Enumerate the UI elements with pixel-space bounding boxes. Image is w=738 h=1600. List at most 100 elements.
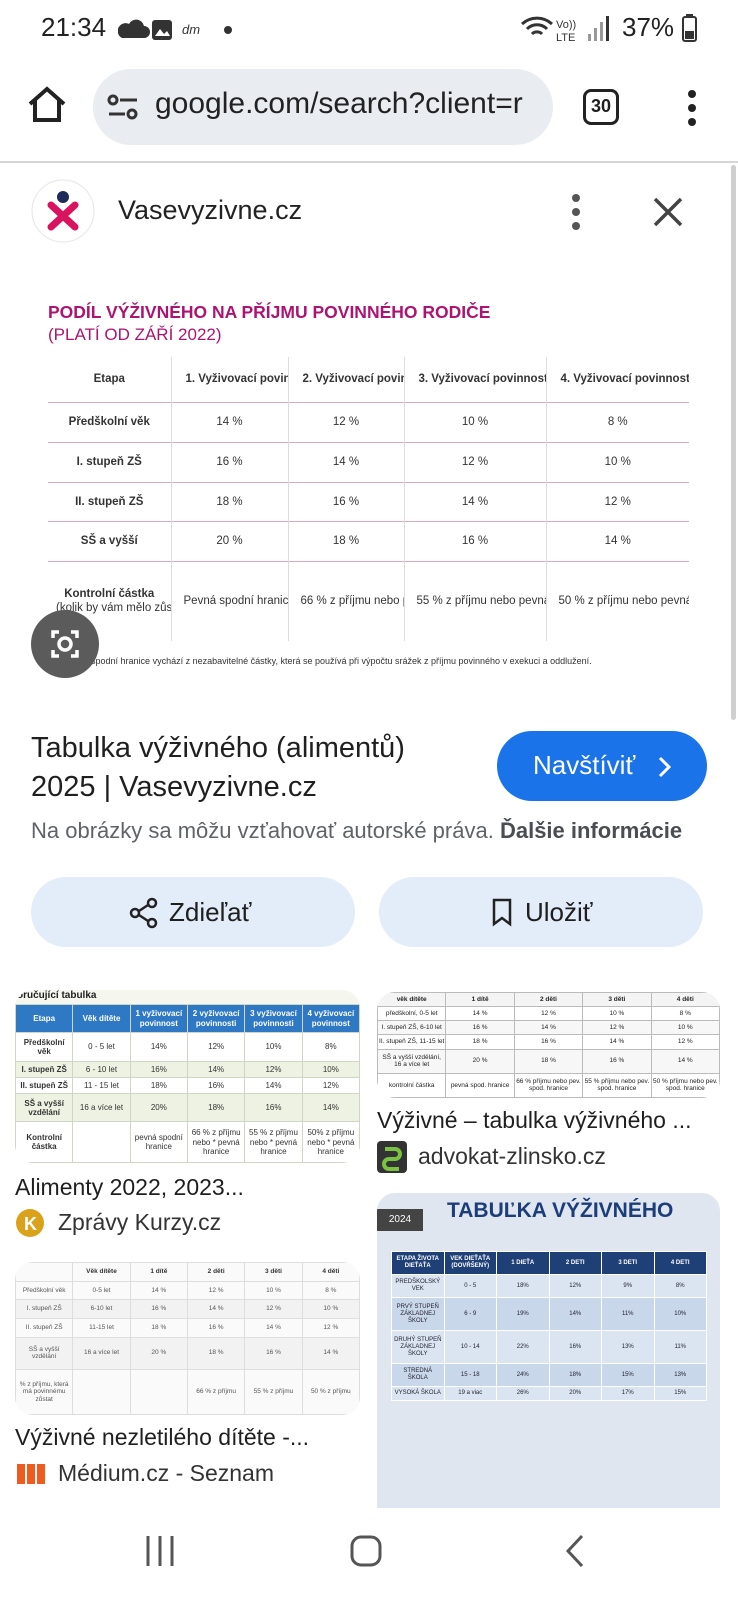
- save-button[interactable]: Uložiť: [379, 877, 703, 947]
- table-row: SŠ a vyšší vzdělání 16 a více let 20 % 18 %…: [15, 1336, 360, 1370]
- header-cell: [15, 1262, 74, 1282]
- battery-icon: [682, 14, 697, 42]
- table-cell: 14%: [129, 1032, 188, 1062]
- table-cell: 10%: [244, 1032, 303, 1062]
- table-row: II. stupeň ZŠ 11 - 15 let 18% 16% 14% 12%: [15, 1076, 360, 1095]
- share-button[interactable]: Zdieľať: [31, 877, 355, 947]
- lens-button[interactable]: [31, 610, 99, 678]
- home-nav-button[interactable]: [347, 1532, 387, 1570]
- result-title[interactable]: Tabulka výživného (alimentů): [31, 732, 405, 764]
- table-cell: I. stupeň ZŠ: [76, 455, 142, 468]
- header-cell: 1 DIEŤA: [496, 1250, 550, 1276]
- table-row: PRVÝ STUPEŇ ZÁKLADNEJ ŠKOLY 6 - 9 19% 14% 11…: [391, 1297, 707, 1332]
- table-cell: 14%: [301, 1093, 360, 1123]
- table-row: I. stupeň ZŠ 6-10 let 16 % 14 % 12 % 10 %: [15, 1299, 360, 1320]
- result-title[interactable]: 2025 | Vasevyzivne.cz: [31, 771, 317, 803]
- table-cell: 16%: [548, 1330, 602, 1365]
- table-cell: 0-5 let: [72, 1280, 131, 1301]
- header-cell: 2. Vyživovací povinnost: [287, 357, 404, 403]
- related-title[interactable]: Výživné nezletilého dítěte -...: [15, 1424, 310, 1450]
- table-cell: 14 %: [301, 1336, 360, 1370]
- back-button[interactable]: [560, 1532, 590, 1570]
- related-image[interactable]: 2024 TABUĽKA VÝŽIVNÉHO ETAPA ŽIVOTA DIEŤAŤ…: [377, 1193, 720, 1508]
- header-cell: 1 dítě: [129, 1262, 188, 1282]
- table-cell: 12 %: [545, 482, 689, 522]
- table-cell: 11-15 let: [72, 1318, 131, 1338]
- url-text: google.com/search?client=r: [155, 87, 523, 120]
- table-cell: STREDNÁ ŠKOLA: [391, 1363, 445, 1388]
- table-cell: 12 %: [650, 1034, 720, 1050]
- header-row: věk dítěte 1 dítě 2 děti 3 děti 4 děti: [377, 992, 720, 1008]
- table-cell: 14 %: [403, 482, 546, 522]
- table-cell: Kontrolní částka: [15, 1121, 74, 1163]
- header-cell: 1 dítě: [445, 992, 515, 1008]
- thumb-body: ETAPA ŽIVOTA DIEŤAŤA VEK DIEŤAŤA (DOVŔŠEN…: [391, 1250, 707, 1401]
- related-title[interactable]: Alimenty 2022, 2023...: [15, 1174, 244, 1200]
- related-image[interactable]: věk dítěte 1 dítě 2 děti 3 děti 4 děti předšk…: [377, 992, 720, 1098]
- menu-button[interactable]: [682, 88, 702, 128]
- home-button[interactable]: [26, 84, 68, 126]
- table-cell: 12%: [548, 1274, 602, 1299]
- table-cell: 0 - 5 let: [72, 1032, 131, 1062]
- table-cell: I. stupeň ZŠ: [15, 1060, 74, 1078]
- recents-button[interactable]: [140, 1532, 180, 1570]
- table-cell: Předškolní věk: [68, 416, 150, 429]
- table-cell: 14 %: [244, 1318, 303, 1338]
- table-cell: 50 % příjmu nebo pev. spod. hranice: [650, 1072, 720, 1098]
- copyright-note: Na obrázky sa môžu vzťahovať autorské pr…: [31, 818, 682, 844]
- table-cell: 8 %: [650, 1006, 720, 1022]
- related-image[interactable]: oručující tabulka Etapa Věk dítěte 1 vyživo…: [15, 990, 360, 1163]
- table-cell: 11 - 15 let: [72, 1076, 131, 1095]
- header-cell: 3 vyživovací povinnosti: [244, 1003, 303, 1034]
- table-cell: 14 %: [650, 1048, 720, 1074]
- more-info-link[interactable]: Ďalšie informácie: [499, 818, 683, 843]
- table-row: PREDŠKOLSKÝ VEK 0 - 5 18% 12% 9% 8%: [391, 1274, 707, 1299]
- table-cell: kontrolní částka: [377, 1072, 447, 1098]
- source-icon: K: [16, 1209, 44, 1237]
- table-cell: 20 %: [129, 1336, 188, 1370]
- table-cell: 18 %: [513, 1048, 584, 1074]
- table-cell: 10 %: [301, 1299, 360, 1320]
- table-cell: 9%: [601, 1274, 655, 1299]
- table-cell: [129, 1368, 188, 1415]
- table-cell: 14 %: [445, 1006, 515, 1022]
- table-row: I. stupeň ZŠ 16 % 14 % 12 % 10 %: [48, 442, 689, 483]
- table-cell: I. stupeň ZŠ, 6-10 let: [377, 1020, 447, 1036]
- close-button[interactable]: [652, 196, 684, 228]
- table-cell: 16%: [186, 1076, 246, 1095]
- table-cell: 20 %: [445, 1048, 515, 1074]
- thumb-body: Etapa Věk dítěte 1 vyživovací povinnost 2 v…: [15, 1003, 360, 1163]
- related-image[interactable]: Věk dítěte 1 dítě 2 děti 3 děti 4 děti Předšk…: [15, 1262, 360, 1415]
- image-title: PODÍL VÝŽIVNÉHO NA PŘÍJMU POVINNÉHO RODI…: [48, 302, 491, 322]
- svg-text:Vo)): Vo)): [556, 19, 576, 31]
- table-cell: 18 %: [445, 1034, 515, 1050]
- tab-count[interactable]: 30: [583, 89, 619, 125]
- site-info-icon[interactable]: [107, 93, 139, 121]
- header-cell: 4 DETI: [653, 1250, 707, 1276]
- table-cell: 18%: [129, 1076, 188, 1095]
- table-cell: 12 %: [403, 442, 546, 483]
- table-cell: 17%: [601, 1386, 655, 1401]
- table-cell: 10 %: [403, 402, 546, 443]
- table-cell: 16 %: [170, 442, 288, 483]
- header-cell: 3 děti: [244, 1262, 303, 1282]
- table-cell: Předškolní věk: [15, 1032, 74, 1062]
- source-icon: [17, 1464, 45, 1484]
- site-logo: [31, 179, 95, 243]
- table-cell: 18%: [186, 1093, 246, 1123]
- table-cell: 6 - 9: [443, 1297, 497, 1332]
- url-bar[interactable]: google.com/search?client=r: [93, 69, 553, 145]
- table-row: Předškolní věk 14 % 12 % 10 % 8 %: [48, 402, 689, 443]
- table-cell: 10 - 14: [443, 1330, 497, 1365]
- more-button[interactable]: [566, 192, 586, 232]
- related-title[interactable]: Výživné – tabulka výživného ...: [377, 1107, 692, 1133]
- table-cell: 10 %: [650, 1020, 720, 1036]
- header-cell: Etapa: [15, 1003, 74, 1034]
- visit-button[interactable]: Navštíviť: [497, 731, 707, 801]
- table-cell: 19%: [496, 1297, 550, 1332]
- table-cell: 13%: [653, 1363, 707, 1388]
- table-cell: 50 % z příjmu: [301, 1368, 360, 1415]
- table-cell: SŠ a vyšší vzdělání: [15, 1336, 74, 1370]
